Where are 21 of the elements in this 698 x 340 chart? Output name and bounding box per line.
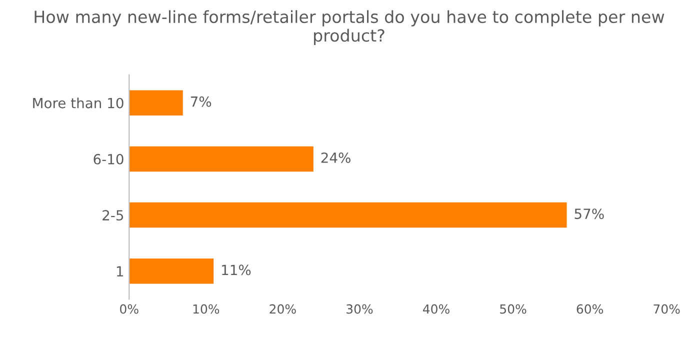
bar: [129, 202, 567, 228]
bar: [129, 146, 314, 172]
chart-title: How many new-line forms/retailer portals do you have to complete per new product?: [34, 10, 664, 45]
x-tick-label: 20%: [270, 304, 296, 314]
x-tick-label: 10%: [193, 304, 220, 314]
x-tick-label: 30%: [346, 304, 373, 314]
x-tick-label: 50%: [500, 304, 526, 314]
y-tick-label: 2-5: [102, 210, 124, 221]
data-label: 11%: [222, 264, 251, 276]
y-tick-label: 1: [116, 266, 123, 276]
bar: [129, 90, 183, 116]
data-label: 7%: [190, 96, 212, 107]
x-tick-label: 40%: [422, 304, 450, 314]
x-tick-label: 60%: [576, 304, 604, 314]
x-tick-label: 0%: [120, 304, 138, 314]
y-tick-label: 6-10: [94, 154, 124, 164]
y-tick-label: More than 10: [33, 98, 124, 108]
data-label: 24%: [321, 152, 350, 163]
bar: [129, 258, 214, 284]
data-label: 57%: [574, 208, 604, 220]
x-tick-label: 70%: [654, 304, 680, 314]
